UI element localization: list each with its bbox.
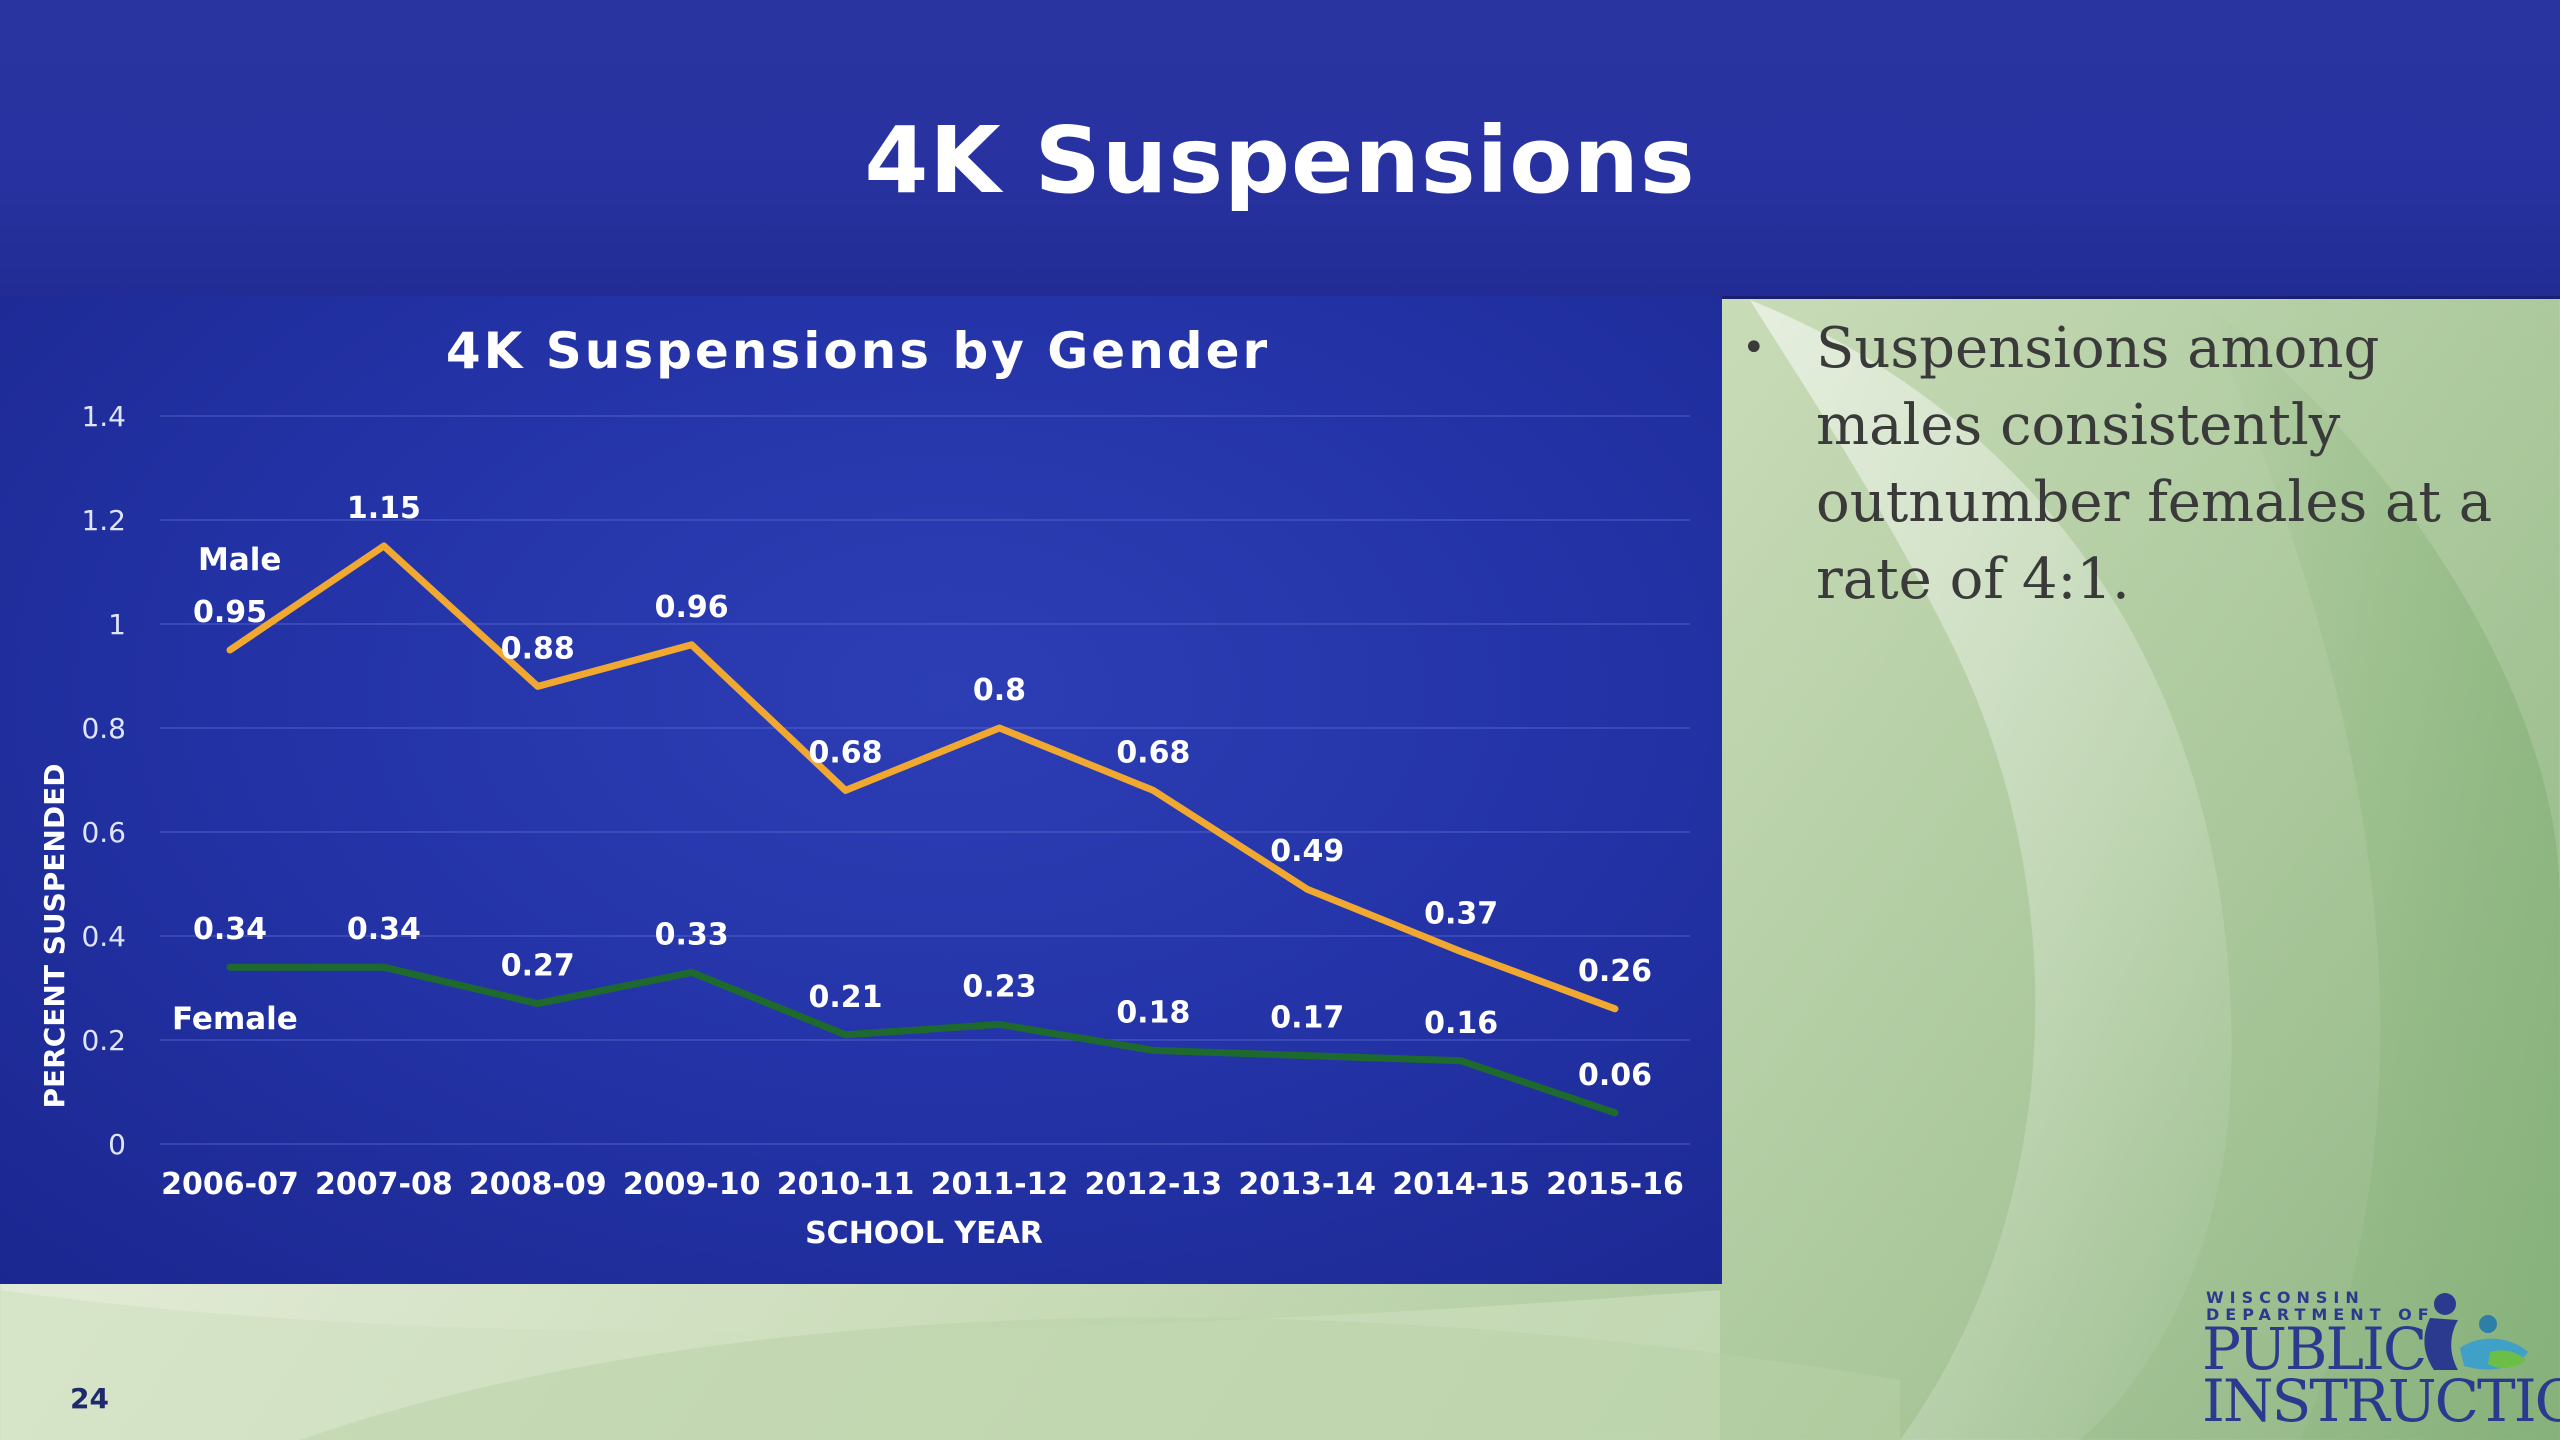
- y-tick-label: 1: [108, 608, 126, 641]
- x-tick-label: 2010-11: [777, 1167, 915, 1202]
- x-tick-label: 2012-13: [1084, 1167, 1222, 1202]
- y-tick-label: 0.4: [81, 920, 126, 953]
- data-labels: 0.95 1.15 0.88 0.96 0.68 0.8 0.68 0.49 0.37 0.26 0…: [193, 491, 1652, 1093]
- data-label-female: 0.06: [1578, 1058, 1652, 1093]
- data-label-male: 0.26: [1578, 954, 1652, 989]
- logo-line-2: DEPARTMENT OF: [2206, 1305, 2435, 1324]
- bullet-point: • Suspensions among males consistently o…: [1738, 310, 2538, 618]
- data-label-female: 0.18: [1116, 995, 1190, 1030]
- data-label-male: 1.15: [347, 491, 421, 526]
- x-tick-label: 2007-08: [315, 1167, 453, 1202]
- series-names: Male Female: [172, 542, 298, 1037]
- bullet-icon: •: [1742, 325, 1766, 371]
- series-line-female: [226, 963, 1619, 1117]
- y-tick-label: 0.6: [81, 816, 126, 849]
- chart-panel: 4K Suspensions by Gender 0 0.2 0.4 0.6 0.8 1 1…: [0, 296, 1722, 1284]
- logo-line-3: PUBLIC: [2202, 1315, 2427, 1383]
- logo-line-1: WISCONSIN: [2206, 1288, 2365, 1307]
- data-label-female: 0.16: [1424, 1006, 1498, 1041]
- data-label-female: 0.27: [501, 949, 575, 984]
- data-label-male: 0.95: [193, 595, 267, 630]
- gridlines: [160, 415, 1690, 1145]
- data-label-male: 0.37: [1424, 897, 1498, 932]
- y-tick-label: 1.4: [81, 400, 126, 433]
- page-number: 24: [70, 1382, 109, 1415]
- x-tick-label: 2014-15: [1392, 1167, 1530, 1202]
- slide-title: 4K Suspensions: [864, 106, 1696, 214]
- x-tick-label: 2009-10: [623, 1167, 761, 1202]
- data-label-male: 0.49: [1270, 834, 1344, 869]
- x-axis-ticks: 2006-07 2007-08 2008-09 2009-10 2010-11 2011-…: [161, 1167, 1684, 1202]
- data-label-female: 0.23: [962, 969, 1036, 1004]
- y-tick-label: 0: [108, 1128, 126, 1161]
- data-label-male: 0.68: [809, 735, 883, 770]
- x-tick-label: 2013-14: [1238, 1167, 1376, 1202]
- chart-title: 4K Suspensions by Gender: [446, 322, 1270, 380]
- logo-figures-icon: [2424, 1293, 2528, 1370]
- data-label-male: 0.88: [501, 631, 575, 666]
- data-label-male: 0.8: [973, 673, 1026, 708]
- data-label-female: 0.17: [1270, 1001, 1344, 1036]
- y-tick-label: 0.2: [81, 1024, 126, 1057]
- x-tick-label: 2011-12: [931, 1167, 1069, 1202]
- slide-header: [0, 0, 2560, 299]
- data-label-female: 0.34: [193, 912, 267, 947]
- data-label-male: 0.96: [655, 590, 729, 625]
- y-tick-label: 0.8: [81, 712, 126, 745]
- x-axis-label: SCHOOL YEAR: [805, 1216, 1043, 1251]
- y-axis-ticks: 0 0.2 0.4 0.6 0.8 1 1.2 1.4: [81, 400, 126, 1161]
- series-name-male: Male: [198, 542, 281, 578]
- y-axis-label: PERCENT SUSPENDED: [38, 764, 71, 1109]
- data-label-female: 0.34: [347, 912, 421, 947]
- x-tick-label: 2006-07: [161, 1167, 299, 1202]
- data-label-female: 0.33: [655, 917, 729, 952]
- data-label-female: 0.21: [809, 980, 883, 1015]
- x-tick-label: 2008-09: [469, 1167, 607, 1202]
- series-line-male: [226, 542, 1619, 1013]
- series-lines: [226, 542, 1619, 1117]
- y-tick-label: 1.2: [81, 504, 126, 537]
- x-tick-label: 2015-16: [1546, 1167, 1684, 1202]
- data-label-male: 0.68: [1116, 735, 1190, 770]
- series-name-female: Female: [172, 1001, 298, 1037]
- bullet-text: Suspensions among males consistently out…: [1816, 316, 2493, 612]
- line-chart: 4K Suspensions by Gender 0 0.2 0.4 0.6 0.8 1 1…: [38, 322, 1690, 1251]
- logo-line-4: INSTRUCTION: [2202, 1367, 2560, 1435]
